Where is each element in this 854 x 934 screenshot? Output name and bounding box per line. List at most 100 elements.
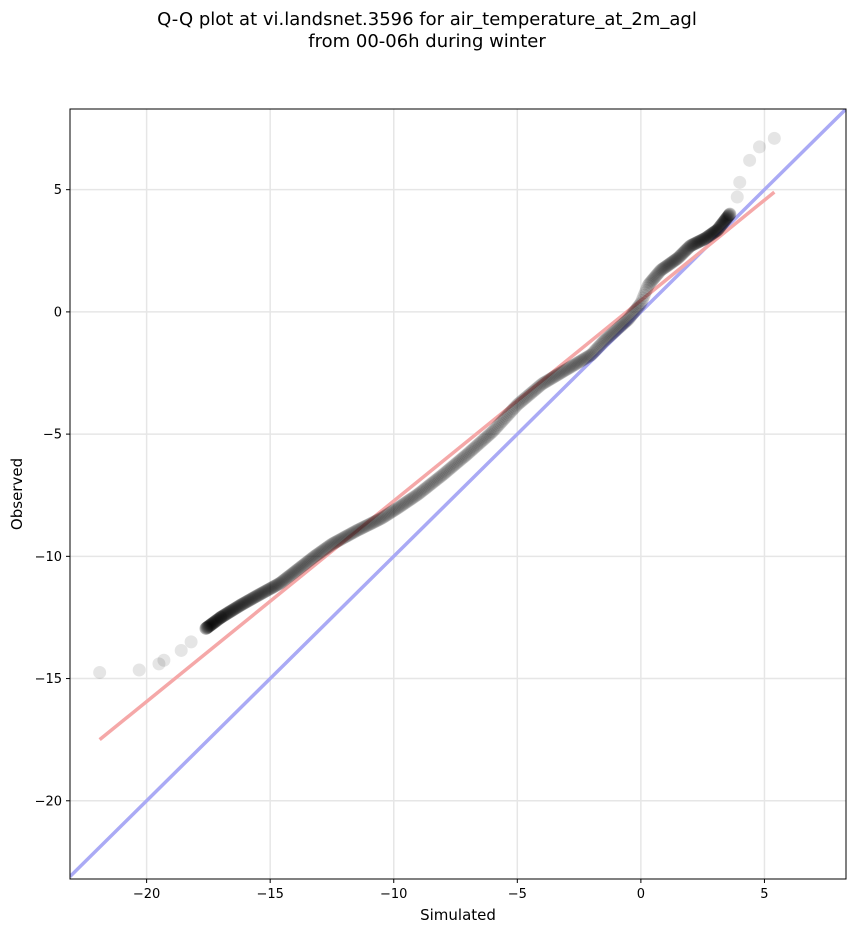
data-point — [647, 271, 661, 285]
data-point — [503, 406, 517, 420]
y-tick-label: −15 — [35, 672, 62, 687]
data-point — [719, 212, 733, 226]
data-point — [216, 609, 230, 623]
data-point — [666, 255, 680, 269]
data-point — [718, 213, 732, 227]
data-point — [214, 610, 228, 624]
data-point — [518, 391, 532, 405]
data-point — [334, 532, 348, 546]
data-point — [570, 356, 584, 370]
data-point — [695, 233, 709, 247]
x-tick-label: −20 — [133, 887, 160, 902]
data-point — [217, 609, 231, 623]
data-point — [687, 237, 701, 251]
data-point — [359, 519, 373, 533]
data-point — [207, 615, 221, 629]
data-point — [713, 220, 727, 234]
data-point — [471, 438, 485, 452]
data-point — [720, 210, 734, 224]
data-point — [478, 432, 492, 446]
data-point — [302, 554, 316, 568]
data-point — [544, 372, 558, 386]
data-point — [488, 422, 502, 436]
data-point — [244, 592, 258, 606]
data-point — [460, 447, 474, 461]
data-point — [285, 567, 299, 581]
data-point — [203, 619, 217, 633]
data-point — [568, 358, 582, 372]
data-point — [439, 465, 453, 479]
data-point — [283, 569, 297, 583]
data-point — [309, 549, 323, 563]
data-point — [665, 255, 679, 269]
data-point — [717, 215, 731, 229]
data-point — [705, 227, 719, 241]
data-point — [677, 245, 691, 259]
data-point — [269, 578, 283, 592]
data-point — [251, 588, 265, 602]
data-point — [209, 614, 223, 628]
data-point — [468, 440, 482, 454]
data-point — [452, 454, 466, 468]
data-point — [252, 588, 266, 602]
data-point — [533, 379, 547, 393]
data-point — [289, 564, 303, 578]
data-point — [662, 257, 676, 271]
data-point — [291, 562, 305, 576]
data-point — [205, 617, 219, 631]
data-point — [380, 508, 394, 522]
data-point — [208, 615, 222, 629]
data-point — [685, 238, 699, 252]
data-point — [157, 653, 171, 667]
data-point — [464, 444, 478, 458]
data-point — [273, 576, 287, 590]
data-point — [237, 596, 251, 610]
data-point — [587, 345, 601, 359]
data-point — [573, 355, 587, 369]
data-point — [378, 509, 392, 523]
data-point — [310, 548, 324, 562]
data-point — [671, 251, 685, 265]
data-point — [229, 601, 243, 615]
data-point — [663, 256, 677, 270]
data-point — [318, 542, 332, 556]
data-point — [221, 606, 235, 620]
data-point — [634, 296, 648, 310]
data-point — [447, 458, 461, 472]
data-point — [635, 293, 649, 307]
data-point — [535, 377, 549, 391]
data-point — [555, 365, 569, 379]
data-point — [660, 259, 674, 273]
data-point — [361, 518, 375, 532]
data-point — [279, 572, 293, 586]
data-point — [479, 431, 493, 445]
data-point — [588, 344, 602, 358]
data-point — [462, 446, 476, 460]
data-point — [324, 537, 338, 551]
data-point — [320, 541, 334, 555]
data-point — [423, 478, 437, 492]
data-point — [266, 580, 280, 594]
data-point — [630, 301, 644, 315]
data-point — [697, 232, 711, 246]
data-point — [203, 618, 217, 632]
data-point — [553, 366, 567, 380]
data-point — [442, 463, 456, 477]
data-point — [492, 418, 506, 432]
data-point — [226, 603, 240, 617]
data-point — [689, 236, 703, 250]
data-point — [708, 225, 722, 239]
data-point — [401, 494, 415, 508]
data-point — [336, 531, 350, 545]
data-point — [603, 329, 617, 343]
data-point — [200, 620, 214, 634]
data-point — [219, 607, 233, 621]
data-point — [341, 528, 355, 542]
data-point — [610, 323, 624, 337]
data-point — [218, 608, 232, 622]
data-point — [207, 616, 221, 630]
data-point — [672, 250, 686, 264]
data-point — [713, 220, 727, 234]
data-point — [300, 555, 314, 569]
